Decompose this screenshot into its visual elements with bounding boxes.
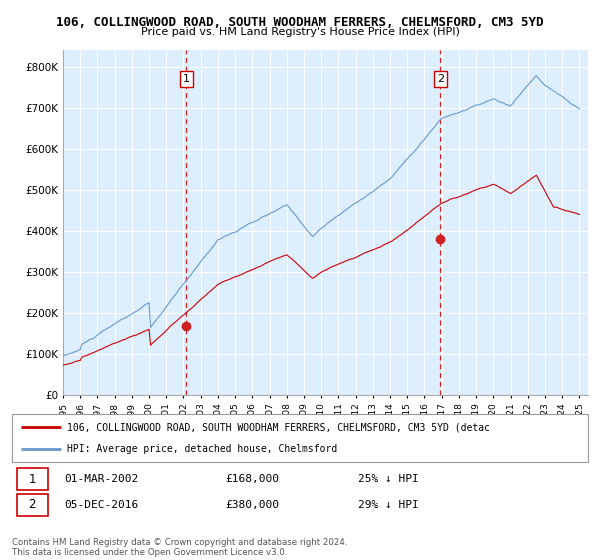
Text: £168,000: £168,000: [225, 474, 279, 484]
Text: 106, COLLINGWOOD ROAD, SOUTH WOODHAM FERRERS, CHELMSFORD, CM3 5YD (detac: 106, COLLINGWOOD ROAD, SOUTH WOODHAM FER…: [67, 422, 490, 432]
Text: Contains HM Land Registry data © Crown copyright and database right 2024.
This d: Contains HM Land Registry data © Crown c…: [12, 538, 347, 557]
Text: 2: 2: [437, 74, 444, 84]
Text: 29% ↓ HPI: 29% ↓ HPI: [358, 500, 418, 510]
Text: Price paid vs. HM Land Registry's House Price Index (HPI): Price paid vs. HM Land Registry's House …: [140, 27, 460, 38]
Text: 2: 2: [28, 498, 36, 511]
FancyBboxPatch shape: [17, 468, 48, 491]
Text: 05-DEC-2016: 05-DEC-2016: [64, 500, 138, 510]
Text: HPI: Average price, detached house, Chelmsford: HPI: Average price, detached house, Chel…: [67, 444, 337, 454]
Text: £380,000: £380,000: [225, 500, 279, 510]
Text: 1: 1: [183, 74, 190, 84]
FancyBboxPatch shape: [17, 493, 48, 516]
Text: 1: 1: [28, 473, 36, 486]
Text: 106, COLLINGWOOD ROAD, SOUTH WOODHAM FERRERS, CHELMSFORD, CM3 5YD: 106, COLLINGWOOD ROAD, SOUTH WOODHAM FER…: [56, 16, 544, 29]
Text: 25% ↓ HPI: 25% ↓ HPI: [358, 474, 418, 484]
Text: 01-MAR-2002: 01-MAR-2002: [64, 474, 138, 484]
